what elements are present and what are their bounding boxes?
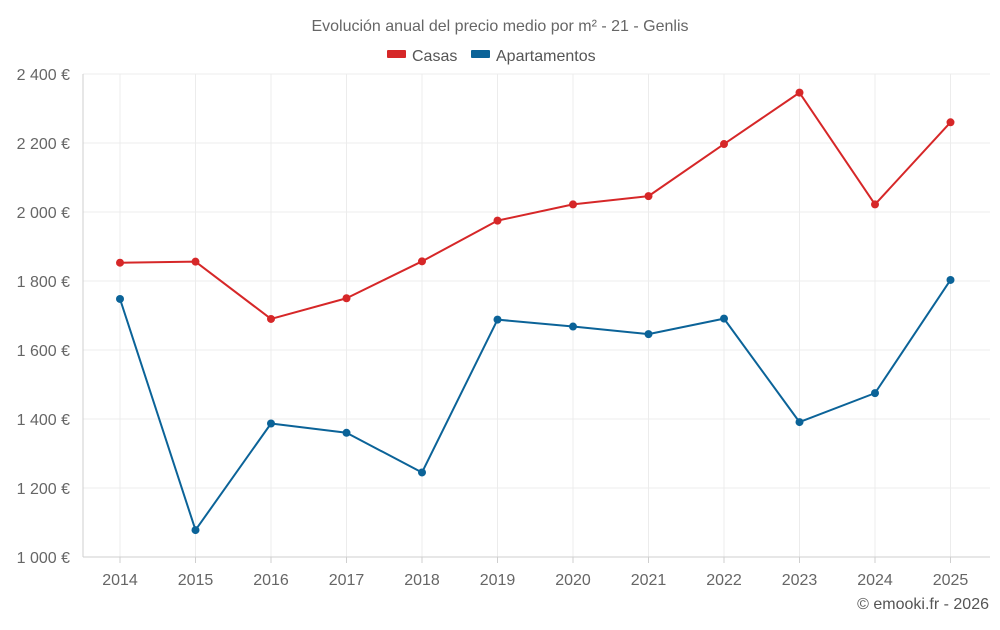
x-tick-label: 2015 bbox=[178, 572, 214, 589]
data-point-casas[interactable] bbox=[569, 200, 577, 209]
x-tick-label: 2022 bbox=[706, 572, 742, 589]
grid bbox=[83, 73, 990, 557]
x-tick-label: 2021 bbox=[631, 572, 667, 589]
data-point-casas[interactable] bbox=[267, 314, 275, 323]
x-tick-label: 2018 bbox=[404, 572, 440, 589]
chart-title: Evolución anual del precio medio por m² … bbox=[311, 18, 688, 35]
data-point-apartamentos[interactable] bbox=[493, 315, 502, 324]
legend-label: Apartamentos bbox=[496, 48, 596, 65]
legend-item-apartamentos[interactable]: Apartamentos bbox=[471, 48, 596, 65]
series-line-casas bbox=[119, 91, 952, 320]
y-tick-label: 2 200 € bbox=[17, 136, 70, 153]
x-tick-label: 2016 bbox=[253, 572, 289, 589]
data-point-apartamentos[interactable] bbox=[644, 330, 653, 339]
data-point-casas[interactable] bbox=[720, 140, 728, 149]
legend-swatch bbox=[471, 50, 490, 58]
x-tick-label: 2025 bbox=[933, 572, 969, 589]
y-tick-label: 2 000 € bbox=[17, 205, 70, 222]
x-tick-label: 2024 bbox=[857, 572, 893, 589]
data-point-casas[interactable] bbox=[493, 216, 502, 225]
axes: 1 000 € 1 200 € 1 400 € 1 600 € 1 800 € 2 000… bbox=[17, 67, 990, 589]
data-point-apartamentos[interactable] bbox=[418, 468, 426, 477]
y-tick-label: 1 400 € bbox=[17, 412, 70, 429]
data-point-apartamentos[interactable] bbox=[342, 428, 351, 437]
y-tick-label: 2 400 € bbox=[17, 67, 70, 84]
series-casas bbox=[116, 88, 955, 323]
data-point-apartamentos[interactable] bbox=[946, 275, 955, 284]
x-tick-label: 2017 bbox=[329, 572, 365, 589]
data-point-casas[interactable] bbox=[418, 257, 426, 266]
data-point-casas[interactable] bbox=[871, 200, 879, 209]
data-point-apartamentos[interactable] bbox=[569, 322, 577, 331]
data-point-casas[interactable] bbox=[946, 118, 955, 127]
data-point-apartamentos[interactable] bbox=[720, 314, 728, 323]
y-tick-label: 1 800 € bbox=[17, 274, 70, 291]
series-line-apartamentos bbox=[119, 279, 952, 532]
data-point-apartamentos[interactable] bbox=[267, 419, 275, 428]
y-tick-label: 1 600 € bbox=[17, 343, 70, 360]
data-point-apartamentos[interactable] bbox=[191, 526, 200, 535]
x-tick-label: 2023 bbox=[782, 572, 818, 589]
data-point-apartamentos[interactable] bbox=[795, 418, 804, 427]
data-point-casas[interactable] bbox=[191, 257, 200, 266]
x-tick-label: 2020 bbox=[555, 572, 591, 589]
legend-label: Casas bbox=[412, 48, 457, 65]
data-point-casas[interactable] bbox=[116, 258, 124, 267]
credit-text: © emooki.fr - 2026 bbox=[857, 596, 989, 613]
y-tick-label: 1 000 € bbox=[17, 550, 70, 567]
series-apartamentos bbox=[116, 275, 955, 535]
data-point-apartamentos[interactable] bbox=[116, 294, 124, 303]
x-tick-label: 2014 bbox=[102, 572, 138, 589]
data-point-apartamentos[interactable] bbox=[871, 389, 879, 398]
legend: Casas Apartamentos bbox=[387, 48, 596, 65]
legend-item-casas[interactable]: Casas bbox=[387, 48, 457, 65]
series-layer bbox=[116, 88, 955, 535]
data-point-casas[interactable] bbox=[342, 294, 351, 303]
data-point-casas[interactable] bbox=[795, 88, 804, 97]
legend-swatch bbox=[387, 50, 406, 58]
x-tick-label: 2019 bbox=[480, 572, 516, 589]
y-tick-label: 1 200 € bbox=[17, 481, 70, 498]
data-point-casas[interactable] bbox=[644, 192, 653, 201]
